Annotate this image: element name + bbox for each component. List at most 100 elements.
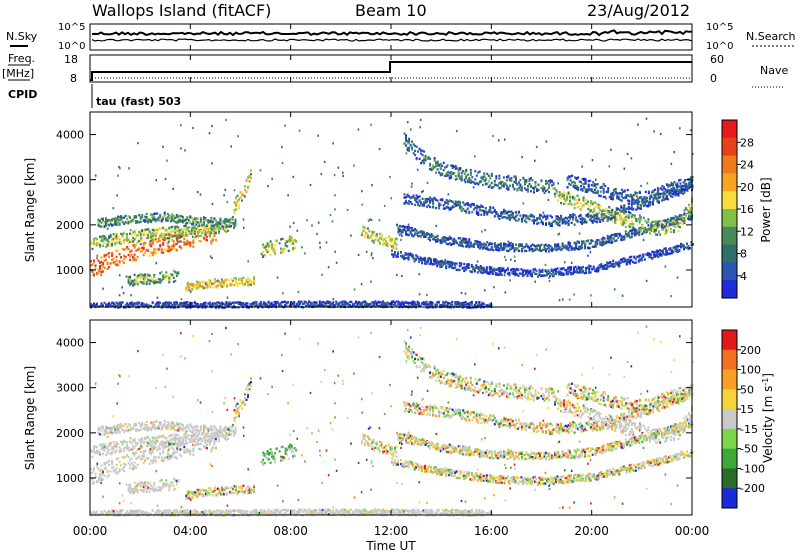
power-cell [195, 280, 198, 283]
power-echo-field [90, 117, 694, 309]
power-cell [593, 184, 596, 188]
power-cell [318, 300, 321, 303]
power-cell [240, 303, 243, 307]
power-cell [676, 182, 679, 185]
power-cell [321, 305, 324, 308]
power-cell [403, 257, 405, 261]
power-cell [159, 272, 162, 275]
power-cell [590, 209, 593, 212]
power-cell [579, 246, 582, 250]
power-cell [478, 170, 481, 173]
power-cell [610, 197, 613, 200]
power-cell [520, 247, 523, 251]
power-cell [658, 254, 661, 257]
power-cell [563, 196, 566, 199]
power-cell [573, 196, 576, 200]
power-cell [166, 219, 169, 222]
power-cell [177, 234, 180, 237]
power-cell [678, 244, 681, 248]
power-cell [553, 268, 556, 271]
power-cell [132, 284, 135, 287]
power-cell [225, 218, 228, 221]
power-cell [668, 191, 671, 194]
power-cell [683, 212, 686, 215]
power-cell [198, 235, 201, 238]
power-cell [100, 264, 103, 267]
power-cell [405, 134, 407, 137]
power-cell [111, 220, 114, 223]
power-cell [141, 216, 144, 219]
power-cell [513, 217, 516, 220]
power-cell [655, 192, 658, 196]
power-cell [172, 243, 175, 246]
power-cell [145, 303, 148, 306]
power-cell [478, 269, 481, 272]
power-cell [395, 238, 398, 241]
power-cell [483, 211, 486, 215]
power-cell [638, 227, 641, 230]
power-cell [183, 228, 186, 231]
power-cell [561, 194, 564, 198]
power-cell [268, 245, 271, 248]
power-cell [602, 183, 605, 186]
power-cell [354, 300, 357, 303]
power-cell [542, 189, 544, 192]
power-cell [606, 211, 609, 214]
power-cell [507, 249, 510, 253]
power-cell [223, 303, 226, 306]
power-cell [219, 227, 222, 230]
power-cell [178, 218, 181, 221]
power-cell [247, 281, 249, 284]
power-cell [451, 205, 454, 208]
power-cell [376, 235, 378, 238]
power-cell [398, 304, 401, 307]
power-cell [457, 204, 460, 207]
power-cell [392, 242, 395, 246]
power-cell [235, 202, 237, 205]
power-cell [456, 177, 459, 180]
power-cell [623, 196, 626, 200]
power-cell [156, 305, 159, 308]
power-cell [686, 209, 689, 212]
power-cell [622, 257, 625, 260]
power-cell [603, 237, 606, 240]
power-cell [275, 239, 278, 242]
power-cell [233, 277, 236, 280]
power-cell [481, 177, 484, 180]
power-cell [561, 247, 564, 250]
power-cell [278, 304, 281, 307]
power-cell [139, 238, 142, 241]
power-cell [478, 209, 481, 212]
power-cell [236, 284, 239, 287]
power-cell [534, 245, 537, 248]
power-cell [589, 188, 592, 191]
power-cell [454, 174, 457, 178]
power-cell [596, 215, 599, 218]
power-cell [293, 305, 296, 308]
power-cell [661, 249, 664, 252]
power-cell [235, 196, 237, 199]
power-cell [136, 302, 139, 305]
power-cell [177, 218, 180, 221]
power-cell [130, 301, 133, 305]
power-cell [558, 247, 561, 250]
power-cell [236, 301, 238, 304]
power-cell [462, 237, 465, 240]
power-cell [289, 240, 292, 243]
power-cell [205, 224, 208, 228]
power-cell [570, 271, 573, 275]
power-cell [517, 211, 520, 214]
power-cell [677, 217, 680, 220]
power-cell [193, 232, 196, 235]
power-cell [567, 269, 570, 273]
power-cell [133, 302, 136, 305]
power-cell [567, 246, 570, 249]
power-cell [103, 241, 106, 244]
power-cell [587, 200, 590, 203]
power-cell [490, 246, 493, 249]
power-cell [368, 229, 371, 233]
power-cell [611, 217, 614, 220]
power-cell [669, 223, 672, 226]
power-cell [195, 235, 198, 238]
power-cell [426, 197, 429, 201]
